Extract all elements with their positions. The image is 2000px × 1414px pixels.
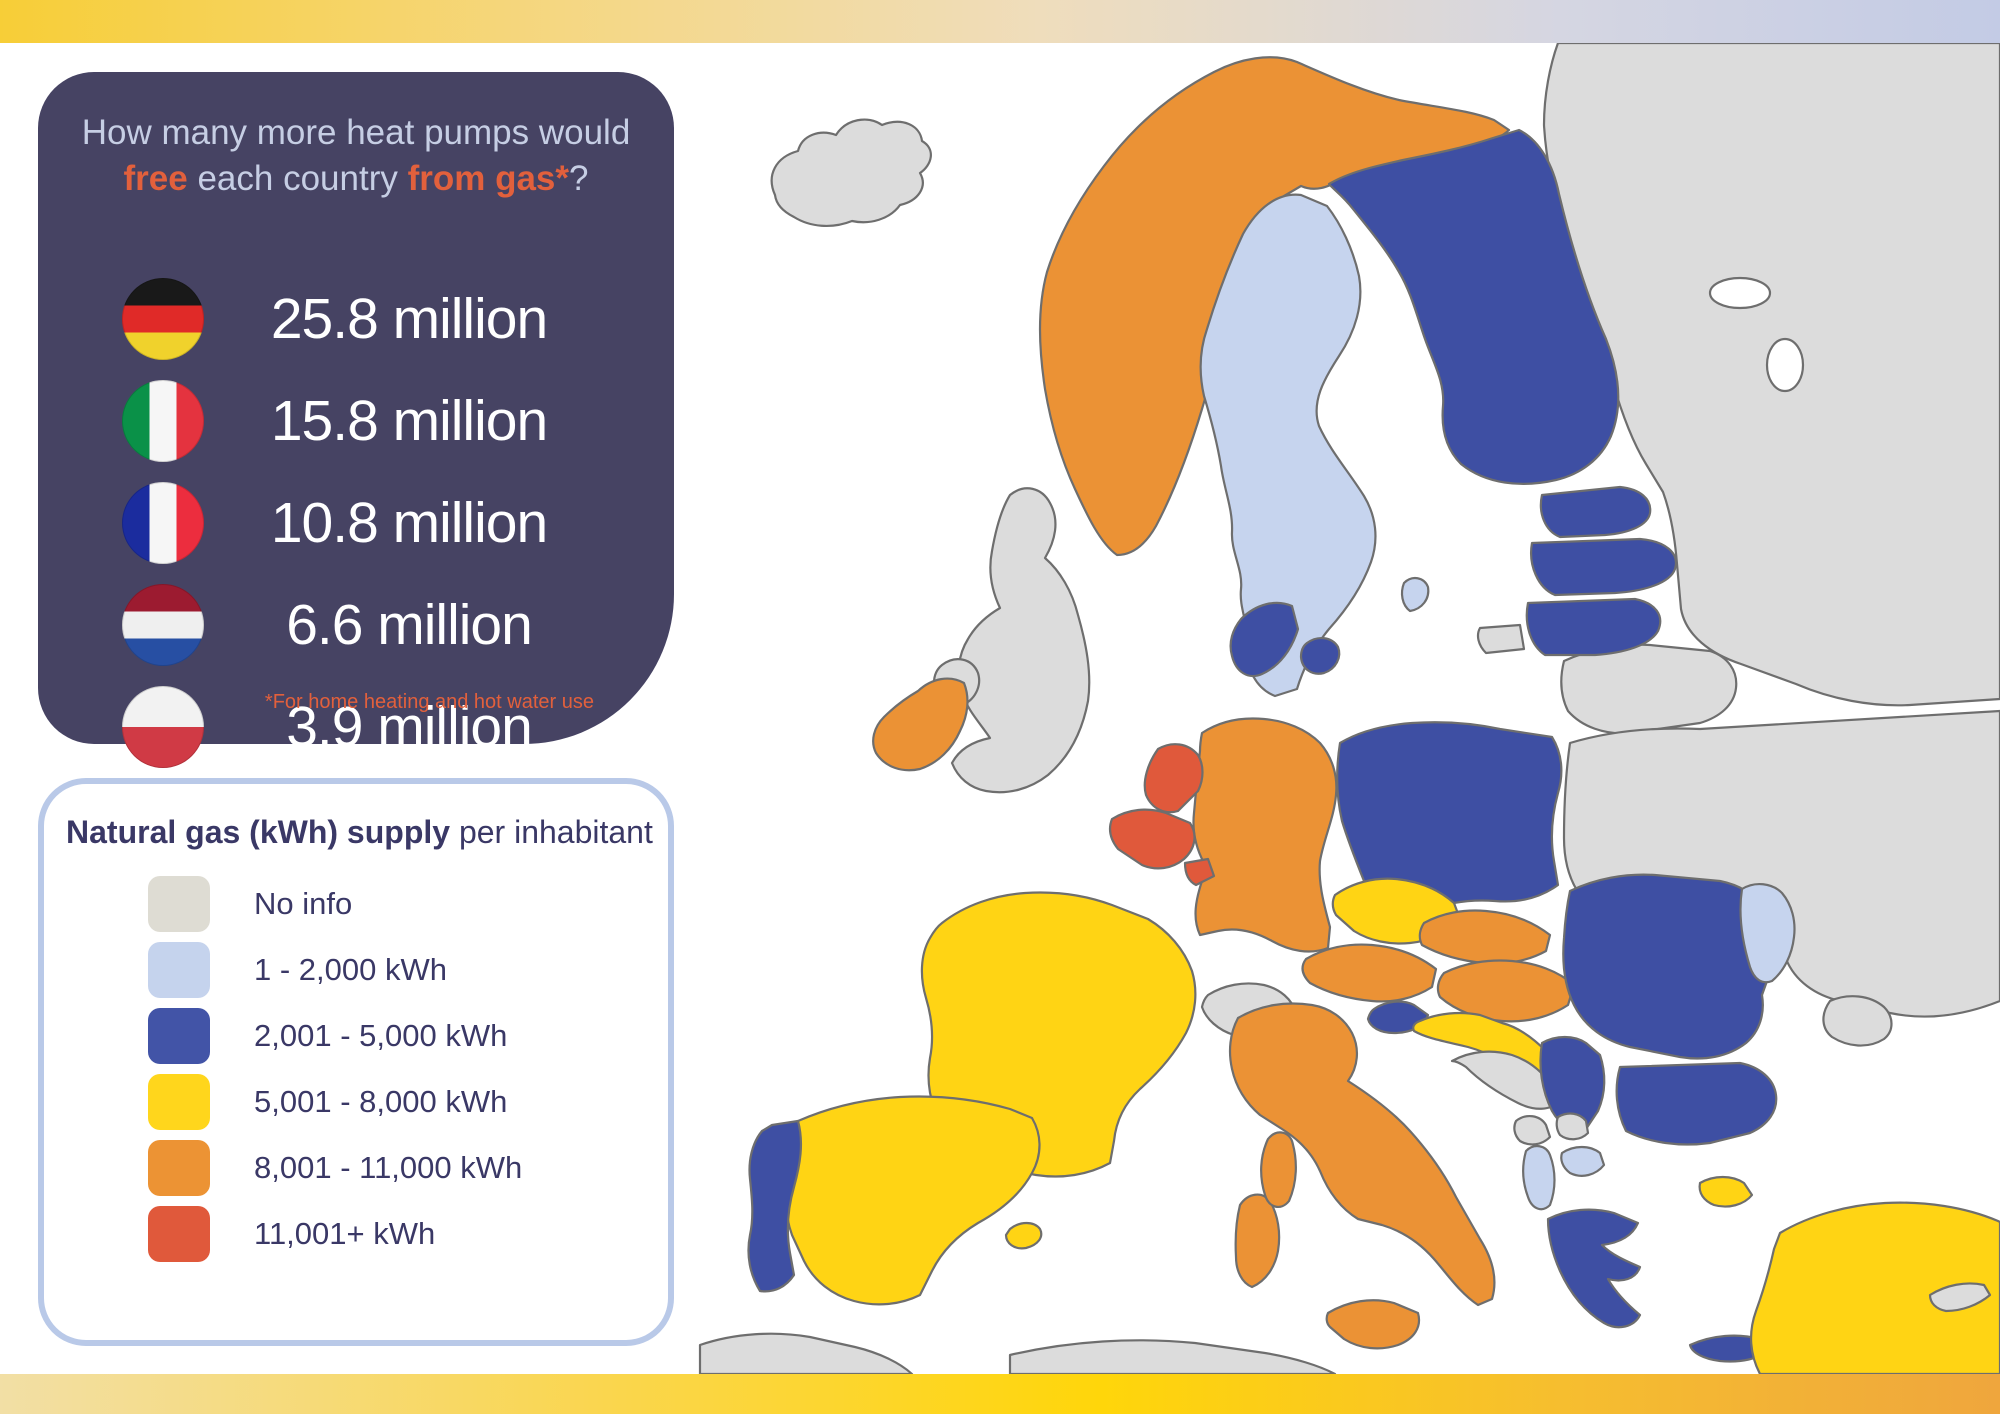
poland-flag-icon [122, 686, 204, 768]
header-gradient-bar [0, 0, 2000, 43]
country-finland [1327, 128, 1620, 485]
country-moldova [1739, 883, 1796, 984]
netherlands-heat-pump-value: 6.6 million [286, 593, 533, 657]
legend-title-regular: per inhabitant [450, 814, 653, 850]
country-turkey-thrace [1698, 1175, 1754, 1208]
island-gotland [1400, 577, 1430, 613]
heat-pump-footnote: *For home heating and hot water use [264, 691, 594, 713]
island-sicily [1325, 1299, 1421, 1350]
heat-pump-row-italy: 15.8 million [38, 370, 674, 472]
country-greece [1546, 1208, 1642, 1329]
legend-panel: Natural gas (kWh) supply per inhabitant … [38, 778, 674, 1346]
country-sweden [1199, 193, 1377, 698]
5001-8000-swatch [148, 1074, 210, 1130]
country-belarus [1560, 643, 1738, 735]
germany-heat-pump-value: 25.8 million [270, 287, 548, 351]
country-italy [1228, 1002, 1496, 1307]
italy-heat-pump-value: 15.8 million [270, 389, 548, 453]
title-line-1: How many more heat pumps would [81, 113, 631, 152]
2001-5000-swatch [148, 1008, 210, 1064]
island-sardinia [1234, 1193, 1281, 1289]
heat-pump-row-france: 10.8 million [38, 472, 674, 574]
country-kaliningrad [1476, 623, 1526, 655]
country-netherlands [1143, 743, 1204, 814]
country-bulgaria [1615, 1061, 1778, 1146]
country-austria [1301, 943, 1438, 1003]
island-corsica [1260, 1131, 1297, 1209]
country-bosnia-herzegovina [1450, 1050, 1562, 1110]
country-luxembourg [1183, 857, 1216, 887]
country-germany [1192, 717, 1338, 953]
country-romania [1562, 873, 1777, 1060]
8001-11000-label: 8,001 - 11,000 kWh [254, 1150, 523, 1185]
country-ireland [872, 677, 969, 772]
8001-11000-swatch [148, 1140, 210, 1196]
legend-title: Natural gas (kWh) supply per inhabitant [66, 814, 668, 851]
country-montenegro [1513, 1115, 1552, 1146]
title-highlight-from-gas: from gas* [407, 159, 570, 198]
11001-plus-label: 11,001+ kWh [254, 1216, 436, 1251]
country-portugal [747, 1119, 803, 1293]
germany-flag-icon [122, 278, 204, 360]
title-question-mark: ? [569, 159, 589, 198]
country-poland [1336, 721, 1563, 923]
country-hungary [1436, 959, 1576, 1023]
france-flag-icon [122, 482, 204, 564]
1-2000-swatch [148, 942, 210, 998]
island-zealand [1299, 637, 1341, 675]
country-slovakia [1418, 909, 1552, 965]
no-info-label: No info [254, 886, 353, 921]
europe-choropleth-map [698, 43, 2000, 1374]
5001-8000-label: 5,001 - 8,000 kWh [254, 1084, 508, 1119]
legend-title-bold: Natural gas (kWh) supply [66, 814, 451, 850]
title-highlight-free: free [123, 159, 188, 198]
legend-rows: No info 1 - 2,000 kWh 2,001 - 5,000 kWh … [44, 871, 668, 1267]
country-albania [1522, 1145, 1556, 1211]
heat-pump-panel-title: How many more heat pumps would free each… [58, 110, 654, 202]
country-north-macedonia [1560, 1145, 1606, 1177]
island-balearics [1004, 1221, 1043, 1250]
legend-row-2001-5000: 2,001 - 5,000 kWh [44, 1003, 668, 1069]
country-serbia [1539, 1035, 1606, 1132]
country-latvia [1530, 537, 1678, 597]
legend-row-8001-11000: 8,001 - 11,000 kWh [44, 1135, 668, 1201]
country-belgium [1108, 808, 1196, 870]
legend-row-1-2000: 1 - 2,000 kWh [44, 937, 668, 1003]
11001-plus-swatch [148, 1206, 210, 1262]
landmass-north-africa-west [698, 1332, 914, 1374]
heat-pump-row-germany: 25.8 million [38, 268, 674, 370]
legend-row-11001-plus: 11,001+ kWh [44, 1201, 668, 1267]
country-lithuania [1525, 597, 1662, 657]
lake-ladoga [1708, 276, 1772, 310]
country-turkey [1749, 1201, 2000, 1374]
country-spain [784, 1095, 1041, 1306]
france-heat-pump-value: 10.8 million [270, 491, 548, 555]
legend-row-no-info: No info [44, 871, 668, 937]
heat-pump-row-netherlands: 6.6 million [38, 574, 674, 676]
1-2000-label: 1 - 2,000 kWh [254, 952, 447, 987]
country-uk [950, 487, 1091, 794]
country-estonia [1539, 485, 1652, 539]
heat-pump-row-poland: 3.9 million [38, 676, 674, 778]
netherlands-flag-icon [122, 584, 204, 666]
country-iceland [770, 118, 932, 227]
heat-pump-panel: How many more heat pumps would free each… [38, 72, 674, 768]
country-crimea [1822, 995, 1893, 1047]
heat-pump-rows: 25.8 million 15.8 million 10.8 million 6… [38, 268, 674, 778]
poland-heat-pump-value: 3.9 million [286, 695, 533, 759]
landmass-north-africa-east [1008, 1339, 1337, 1374]
legend-row-5001-8000: 5,001 - 8,000 kWh [44, 1069, 668, 1135]
country-cyprus [1928, 1282, 1992, 1313]
no-info-swatch [148, 876, 210, 932]
footer-gradient-bar [0, 1374, 2000, 1414]
country-denmark [1229, 601, 1300, 678]
title-line-2-middle: each country [187, 159, 408, 198]
country-kosovo [1555, 1112, 1590, 1141]
lake-onega [1765, 337, 1805, 393]
2001-5000-label: 2,001 - 5,000 kWh [254, 1018, 508, 1053]
italy-flag-icon [122, 380, 204, 462]
